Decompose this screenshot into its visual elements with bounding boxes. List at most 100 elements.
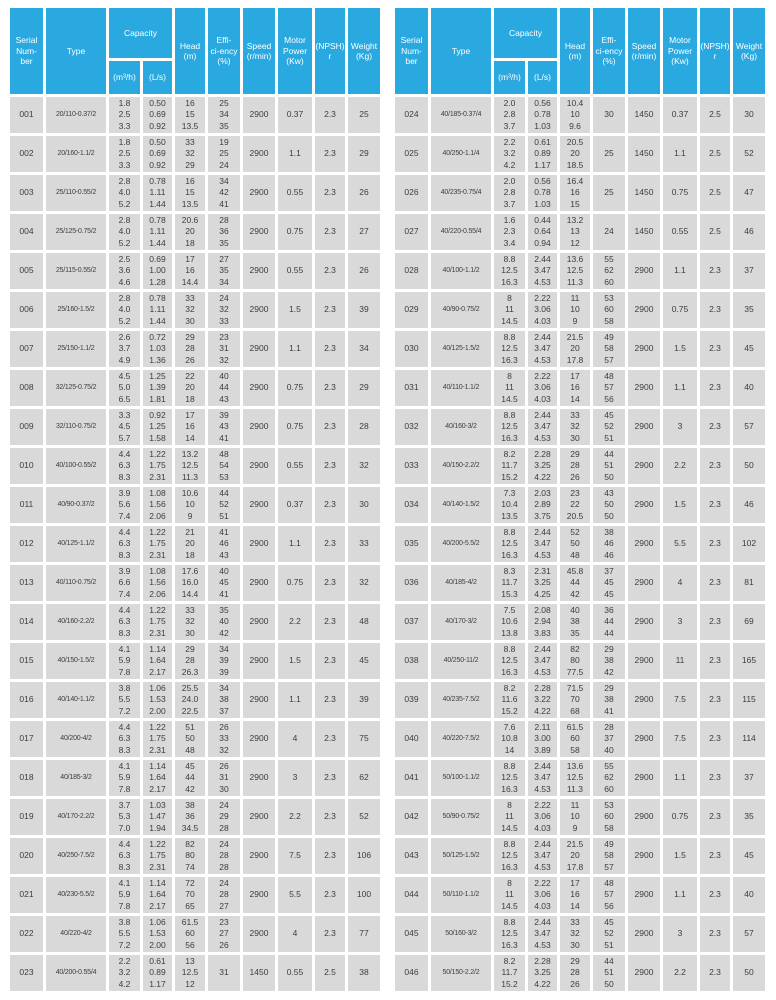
cell-npsh: 2.3: [315, 292, 345, 328]
cell-speed: 2900: [628, 292, 660, 328]
cell-npsh: 2.3: [315, 487, 345, 523]
cell-serial: 005: [10, 253, 43, 289]
cell-weight: 106: [348, 838, 380, 874]
pump-table-right: Serial Num- ber Type Capacity (m³/h) (L/…: [395, 8, 766, 991]
cell-power: 1.5: [663, 838, 697, 874]
cell-head: 45 44 42: [175, 760, 205, 796]
cell-speed: 1450: [628, 175, 660, 211]
cell-head: 17.6 16.0 14.4: [175, 565, 205, 601]
cell-weight: 39: [348, 292, 380, 328]
cell-power: 3: [663, 604, 697, 640]
cell-npsh: 2.3: [315, 136, 345, 172]
cell-head: 10.6 10 9: [175, 487, 205, 523]
header-efficiency: Effi- ci-ency (%): [208, 8, 240, 94]
cell-npsh: 2.3: [700, 565, 730, 601]
cell-weight: 57: [733, 409, 765, 445]
cell-eff: 24 29 28: [208, 799, 240, 835]
cell-npsh: 2.3: [315, 838, 345, 874]
cell-npsh: 2.3: [315, 97, 345, 133]
cell-type: 40/170-3/2: [431, 604, 491, 640]
cell-head: 61.5 60 56: [175, 916, 205, 952]
cell-speed: 2900: [243, 370, 275, 406]
cell-npsh: 2.3: [315, 214, 345, 250]
cell-ls: 2.11 3.00 3.89: [528, 721, 557, 757]
cell-ls: 0.56 0.78 1.03: [528, 97, 557, 133]
cell-type: 50/100-1.1/2: [431, 760, 491, 796]
cell-type: 20/160-1.1/2: [46, 136, 106, 172]
cell-type: 40/200-0.55/4: [46, 955, 106, 991]
cell-ls: 1.14 1.64 2.17: [143, 877, 172, 913]
cell-eff: 44 52 51: [208, 487, 240, 523]
cell-speed: 2900: [243, 799, 275, 835]
cell-serial: 003: [10, 175, 43, 211]
cell-type: 40/160-2.2/2: [46, 604, 106, 640]
cell-ls: 0.61 0.89 1.17: [528, 136, 557, 172]
cell-weight: 52: [348, 799, 380, 835]
cell-m3h: 8.8 12.5 16.3: [494, 526, 525, 562]
cell-ls: 0.56 0.78 1.03: [528, 175, 557, 211]
cell-power: 3: [663, 409, 697, 445]
cell-ls: 2.44 3.47 4.53: [528, 760, 557, 796]
cell-ls: 0.50 0.69 0.92: [143, 136, 172, 172]
cell-head: 10.4 10 9.6: [560, 97, 590, 133]
cell-eff: 25: [593, 136, 625, 172]
cell-power: 1.1: [663, 136, 697, 172]
cell-eff: 49 58 57: [593, 838, 625, 874]
cell-power: 1.1: [278, 526, 312, 562]
cell-eff: 38 46 46: [593, 526, 625, 562]
cell-weight: 32: [348, 565, 380, 601]
cell-head: 21.5 20 17.8: [560, 838, 590, 874]
cell-head: 16 15 13.5: [175, 97, 205, 133]
header-efficiency: Effi- ci-ency (%): [593, 8, 625, 94]
cell-weight: 102: [733, 526, 765, 562]
cell-speed: 2900: [628, 526, 660, 562]
cell-ls: 1.22 1.75 2.31: [143, 721, 172, 757]
cell-ls: 2.22 3.06 4.03: [528, 877, 557, 913]
cell-eff: 36 44 44: [593, 604, 625, 640]
cell-head: 82 80 77.5: [560, 643, 590, 679]
cell-speed: 2900: [628, 643, 660, 679]
cell-eff: 29 38 41: [593, 682, 625, 718]
cell-ls: 1.22 1.75 2.31: [143, 838, 172, 874]
cell-serial: 001: [10, 97, 43, 133]
cell-head: 40 38 35: [560, 604, 590, 640]
cell-speed: 2900: [243, 643, 275, 679]
cell-serial: 036: [395, 565, 428, 601]
cell-type: 50/160-3/2: [431, 916, 491, 952]
cell-type: 40/110-0.75/2: [46, 565, 106, 601]
cell-type: 20/110-0.37/2: [46, 97, 106, 133]
cell-eff: 19 25 24: [208, 136, 240, 172]
cell-npsh: 2.3: [315, 331, 345, 367]
cell-serial: 022: [10, 916, 43, 952]
cell-head: 72 70 65: [175, 877, 205, 913]
cell-serial: 035: [395, 526, 428, 562]
cell-speed: 1450: [243, 955, 275, 991]
cell-eff: 23 31 32: [208, 331, 240, 367]
cell-m3h: 4.4 6.3 8.3: [109, 721, 140, 757]
cell-head: 29 28 26: [175, 331, 205, 367]
cell-m3h: 2.8 4.0 5.2: [109, 175, 140, 211]
header-head: Head (m): [560, 8, 590, 94]
cell-eff: 28 36 35: [208, 214, 240, 250]
cell-head: 29 28 26.3: [175, 643, 205, 679]
cell-serial: 045: [395, 916, 428, 952]
cell-type: 50/150-2.2/2: [431, 955, 491, 991]
cell-eff: 43 50 50: [593, 487, 625, 523]
cell-speed: 2900: [243, 214, 275, 250]
cell-m3h: 3.8 5.5 7.2: [109, 682, 140, 718]
cell-speed: 2900: [243, 604, 275, 640]
cell-ls: 2.31 3.25 4.25: [528, 565, 557, 601]
cell-speed: 2900: [243, 97, 275, 133]
cell-type: 40/235-7.5/2: [431, 682, 491, 718]
cell-power: 0.37: [278, 487, 312, 523]
cell-m3h: 7.6 10.8 14: [494, 721, 525, 757]
cell-npsh: 2.3: [700, 526, 730, 562]
cell-ls: 0.69 1.00 1.28: [143, 253, 172, 289]
cell-npsh: 2.5: [700, 214, 730, 250]
header-capacity: Capacity: [109, 8, 172, 58]
cell-speed: 2900: [243, 916, 275, 952]
cell-ls: 1.22 1.75 2.31: [143, 604, 172, 640]
table-header: Serial Num- ber Type Capacity (m³/h) (L/…: [10, 8, 381, 94]
header-head: Head (m): [175, 8, 205, 94]
cell-eff: 34 42 41: [208, 175, 240, 211]
